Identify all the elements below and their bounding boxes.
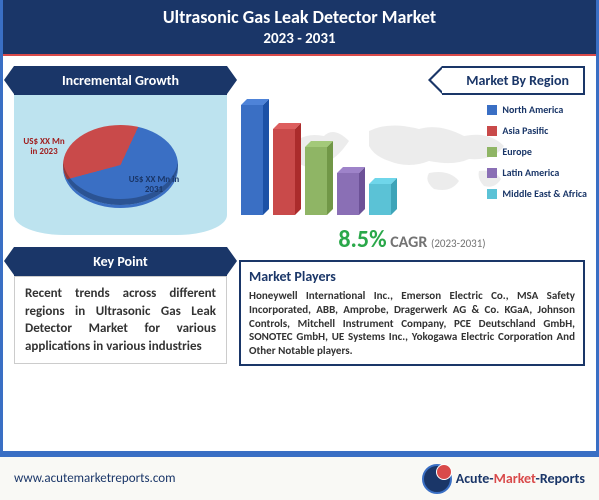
bar-item [369, 184, 397, 215]
logo-icon [422, 464, 452, 494]
bar-item [273, 129, 301, 215]
cagr-label: CAGR [390, 233, 427, 252]
bar-item [305, 147, 333, 215]
legend-item: Latin America [487, 166, 587, 179]
title-bar: Ultrasonic Gas Leak Detector Market 2023… [0, 0, 599, 56]
legend-item: Asia Pasific [487, 124, 587, 137]
legend-label: Europe [502, 145, 531, 158]
legend-label: Latin America [502, 166, 559, 179]
pie-chart-box: US$ XX Mn in 2023 US$ XX Mn in 2031 [14, 95, 227, 235]
legend-label: Asia Pasific [502, 124, 548, 137]
pie-label-2031: US$ XX Mn in 2031 [120, 175, 188, 195]
market-by-region-label: Market By Region [466, 72, 569, 89]
main-content: Incremental Growth US$ XX Mn in 2023 US$… [0, 56, 599, 431]
footer-logo: Acute-Market-Reports [422, 464, 585, 494]
footer-logo-text: Acute-Market-Reports [456, 470, 585, 487]
bar-chart [239, 101, 404, 219]
key-point-box: Key Point Recent trends across different… [14, 247, 227, 364]
legend-item: Middle East & Africa [487, 187, 587, 200]
left-column: Incremental Growth US$ XX Mn in 2023 US$… [0, 56, 235, 431]
right-column: Market By Region [235, 56, 599, 431]
legend-swatch [487, 189, 497, 199]
footer: www.acutemarketreports.com Acute-Market-… [0, 454, 599, 500]
legend-swatch [487, 105, 497, 115]
legend-label: Middle East & Africa [502, 187, 587, 200]
cagr-value: 8.5% [338, 225, 386, 254]
incremental-growth-label: Incremental Growth [62, 72, 179, 89]
market-players-body: Honeywell International Inc., Emerson El… [249, 289, 575, 358]
legend-item: Europe [487, 145, 587, 158]
legend-swatch [487, 147, 497, 157]
market-by-region-header: Market By Region [442, 66, 585, 95]
market-players-box: Market Players Honeywell International I… [239, 260, 585, 366]
bar-item [241, 105, 269, 215]
bar-chart-region: North America Asia Pasific Europe Latin Ame… [239, 101, 585, 219]
cagr-period: (2023-2031) [431, 237, 486, 250]
legend-item: North America [487, 103, 587, 116]
legend-swatch [487, 126, 497, 136]
incremental-growth-header: Incremental Growth [14, 66, 227, 95]
bar-item [337, 173, 365, 215]
page-subtitle: 2023 - 2031 [0, 30, 599, 48]
legend-swatch [487, 168, 497, 178]
footer-url: www.acutemarketreports.com [14, 471, 175, 486]
key-point-body: Recent trends across different regions i… [14, 276, 227, 364]
market-by-region-header-wrap: Market By Region [239, 66, 585, 95]
cagr-row: 8.5% CAGR (2023-2031) [239, 225, 585, 254]
key-point-label: Key Point [93, 253, 148, 270]
pie-label-2023: US$ XX Mn in 2023 [19, 137, 69, 157]
legend-label: North America [502, 103, 563, 116]
key-point-header: Key Point [14, 247, 227, 276]
region-legend: North America Asia Pasific Europe Latin Ame… [487, 103, 587, 208]
market-players-header: Market Players [249, 268, 575, 285]
page-title: Ultrasonic Gas Leak Detector Market [0, 6, 599, 28]
